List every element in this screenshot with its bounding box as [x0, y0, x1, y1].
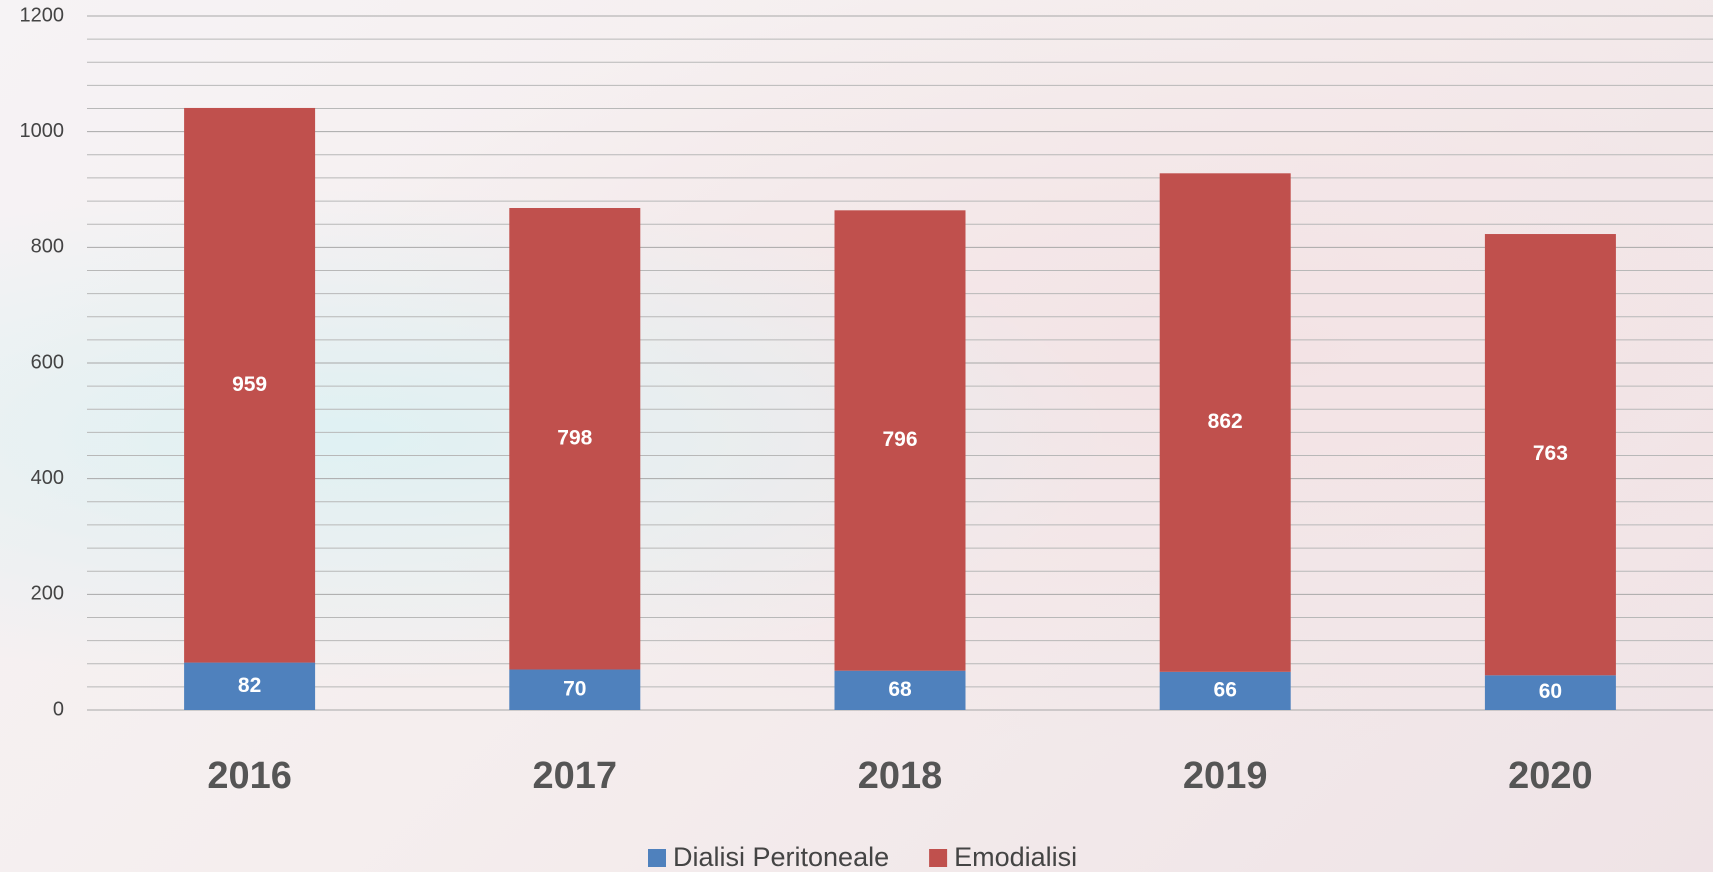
y-tick-label: 400: [31, 467, 64, 489]
y-tick-label: 0: [53, 698, 64, 720]
bar-segment: [1484, 234, 1616, 676]
y-tick-label: 1200: [20, 4, 65, 26]
data-label: 862: [1208, 410, 1243, 433]
data-label: 60: [1539, 680, 1562, 703]
legend-label: Emodialisi: [954, 842, 1077, 872]
bar-segment: [509, 669, 641, 710]
bar-segment: [184, 107, 316, 663]
data-label: 959: [232, 373, 267, 396]
bar-segment: [834, 670, 966, 710]
bar-segment: [1159, 671, 1291, 710]
data-label: 66: [1214, 678, 1237, 701]
x-tick-label: 2017: [533, 755, 618, 797]
x-tick-label: 2019: [1183, 755, 1268, 797]
legend-swatch: [648, 849, 666, 867]
legend-swatch: [929, 849, 948, 867]
bar-segment: [509, 208, 641, 670]
x-tick-label: 2018: [858, 755, 943, 797]
data-label: 763: [1533, 442, 1568, 465]
bar-segment: [834, 210, 966, 671]
data-label: 798: [557, 426, 592, 449]
y-tick-label: 800: [31, 236, 64, 258]
data-label: 82: [238, 674, 261, 697]
data-label: 68: [888, 678, 912, 701]
data-label: 70: [563, 677, 586, 700]
x-tick-label: 2016: [207, 755, 292, 797]
bar-segment: [1484, 675, 1616, 710]
x-tick-label: 2020: [1508, 755, 1593, 797]
y-tick-label: 200: [31, 583, 64, 605]
data-label: 796: [882, 428, 917, 451]
y-tick-label: 600: [31, 351, 64, 373]
bar-segment: [1159, 173, 1291, 672]
bar-segment: [184, 662, 316, 710]
y-tick-label: 1000: [20, 120, 65, 142]
legend-label: Dialisi Peritoneale: [673, 842, 889, 872]
